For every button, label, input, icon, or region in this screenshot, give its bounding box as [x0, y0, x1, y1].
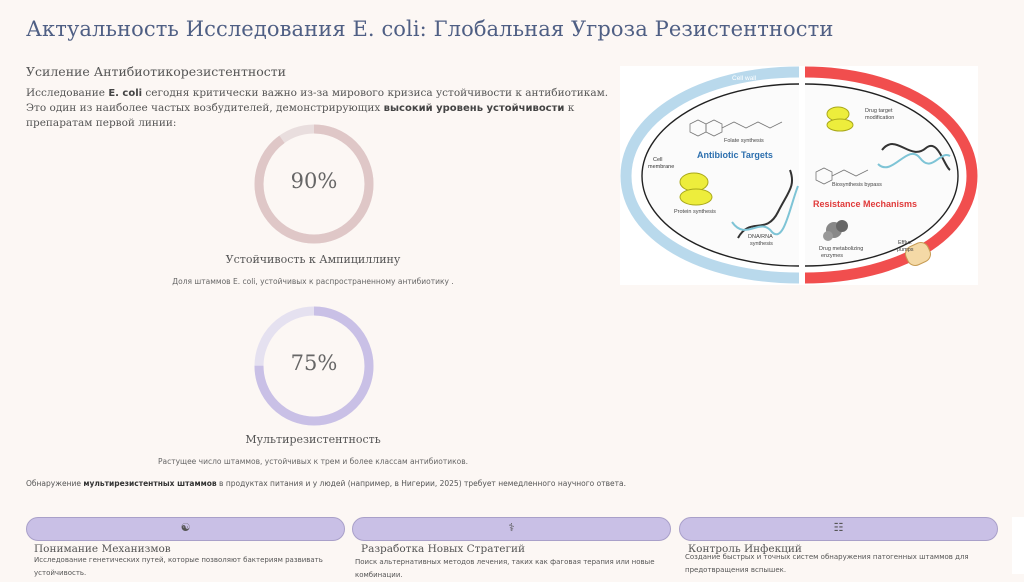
intro-text-2: сегодня критически важно из-за мирового … — [26, 87, 609, 114]
antibiotic-targets-text: Antibiotic Targets — [697, 150, 773, 160]
intro-text-3: к препаратам первой линии: — [26, 102, 575, 129]
strategies-description: Поиск альтернативных методов лечения, та… — [355, 558, 655, 579]
mechanisms-title: Понимание Механизмов — [34, 543, 171, 555]
resistance-mechanisms-text: Resistance Mechanisms — [813, 199, 917, 209]
cell-wall-text: Cell wall — [732, 75, 757, 82]
ampicillin-ring: 90% — [252, 122, 376, 246]
ampicillin-value: 90% — [290, 169, 338, 193]
section-subtitle: Усиление Антибиотикорезистентности — [26, 64, 286, 79]
detection-note: Обнаружение мультирезистентных штаммов в… — [26, 479, 626, 488]
infection-control-pill[interactable]: ☷ — [679, 517, 998, 541]
ampicillin-ring-graphic — [254, 124, 374, 244]
dna-icon: ☯ — [180, 521, 191, 534]
enzyme-icon — [823, 220, 848, 241]
ampicillin-label: Устойчивость к Ампициллину — [225, 253, 401, 266]
folate-text: Folate synthesis — [724, 138, 764, 144]
infection-control-description: Создание быстрых и точных систем обнаруж… — [685, 553, 969, 574]
multiresistance-value: 75% — [290, 351, 338, 375]
cell-wall-left — [620, 66, 800, 284]
strategies-title: Разработка Новых Стратегий — [361, 543, 525, 555]
checklist-icon: ☷ — [833, 521, 844, 534]
intro-text-1: Исследование — [26, 87, 109, 99]
drug-target-text-1: Drug target — [865, 108, 893, 114]
dna-helix-right-icon — [877, 143, 951, 171]
strategies-pill[interactable]: ⚕ — [352, 517, 671, 541]
cell-membrane-left — [641, 83, 800, 267]
enzymes-text-2: enzymes — [821, 253, 843, 259]
folate-molecule-icon — [689, 119, 783, 137]
note-text-1: Обнаружение — [26, 479, 84, 488]
efflux-text-2: pumps — [897, 247, 914, 253]
bacteria-icon: ⚕ — [508, 521, 515, 534]
cell-wall-right — [804, 66, 978, 284]
intro-bold: высокий уровень устойчивости — [383, 103, 565, 114]
page-title: Актуальность Исследования E. coli: Глоба… — [26, 17, 834, 41]
mechanisms-description: Исследование генетических путей, которые… — [34, 556, 323, 577]
dna-text-1: DNA/RNA — [748, 234, 773, 240]
multiresistance-description: Растущее число штаммов, устойчивых к тре… — [157, 457, 469, 466]
multiresistance-ring-graphic — [254, 306, 374, 426]
multiresistance-label: Мультирезистентность — [245, 433, 381, 446]
efflux-pump-icon — [905, 241, 931, 267]
enzymes-text-1: Drug metabolizing — [819, 246, 863, 252]
resistance-diagram-graphic: Cell wall Cell membrane Folate synthesis… — [620, 66, 978, 285]
dna-helix-left-icon — [731, 169, 799, 239]
modified-ribosome-icon — [826, 106, 854, 132]
edge-strip — [1012, 517, 1024, 574]
ring-progress — [254, 124, 374, 244]
cell-membrane-text-1: Cell — [653, 157, 662, 163]
protein-text: Protein synthesis — [674, 209, 716, 215]
bypass-molecule-icon — [815, 167, 869, 185]
ring-progress — [254, 306, 374, 426]
efflux-text-1: Efflux — [898, 240, 912, 246]
mechanisms-pill[interactable]: ☯ — [26, 517, 345, 541]
multiresistance-ring: 75% — [252, 304, 376, 428]
cell-membrane-text-2: membrane — [648, 164, 674, 170]
ribosome-icon — [679, 172, 713, 206]
dna-text-2: synthesis — [750, 241, 773, 247]
ampicillin-description: Доля штаммов E. coli, устойчивых к распр… — [172, 277, 454, 286]
intro-ecoli: E. coli — [108, 88, 143, 99]
note-text-2: в продуктах питания и у людей (например,… — [216, 479, 626, 488]
note-bold: мультирезистентных штаммов — [83, 479, 217, 488]
drug-target-text-2: modification — [865, 115, 894, 121]
bypass-text: Biosynthesis bypass — [832, 182, 882, 188]
intro-paragraph: Исследование E. coli сегодня критически … — [26, 86, 611, 131]
resistance-diagram: Cell wall Cell membrane Folate synthesis… — [620, 66, 978, 285]
infection-control-title: Контроль Инфекций — [688, 543, 802, 555]
